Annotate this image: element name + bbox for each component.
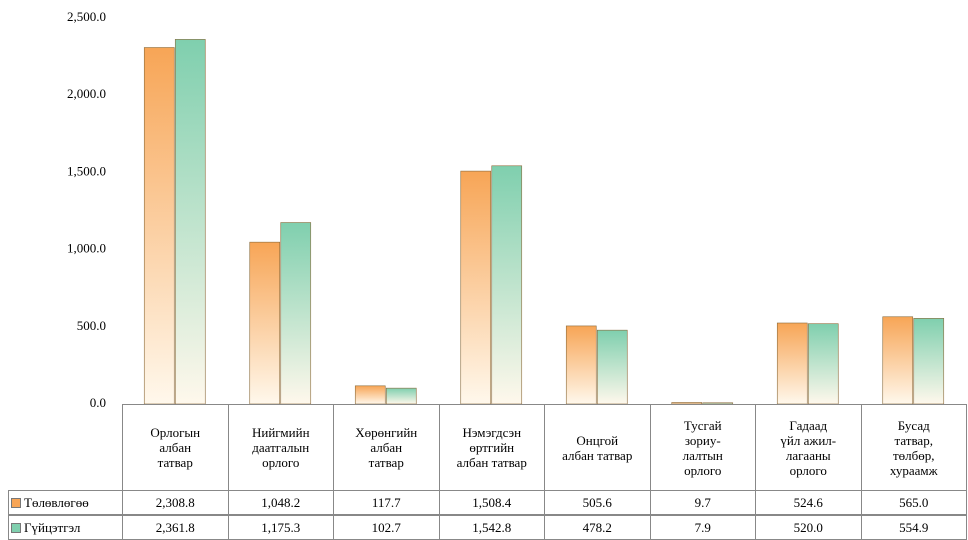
bar [807, 323, 839, 405]
y-tick-label: 1,500.0 [67, 163, 106, 178]
value-label: 9.7 [649, 490, 756, 515]
bar [913, 318, 945, 405]
value-label: 524.6 [755, 490, 862, 515]
value-label: 554.9 [860, 515, 967, 540]
y-tick-label: 2,000.0 [67, 86, 106, 101]
bar [174, 39, 206, 405]
category-label: Гадаад үйл ажил- лагааны орлого [755, 404, 862, 491]
bar [776, 322, 808, 405]
category-label: Бусад татвар, төлбөр, хураамж [860, 404, 967, 491]
category-label: Нэмэгдсэн өртгийн албан татвар [438, 404, 545, 491]
bar [354, 385, 386, 405]
legend-swatch [11, 497, 21, 508]
legend-entry: Төлөвлөгөө [8, 490, 123, 515]
legend-swatch [11, 522, 21, 533]
category-label: Онцгой албан татвар [544, 404, 651, 491]
value-label: 520.0 [755, 515, 862, 540]
legend-label: Гүйцэтгэл [24, 520, 81, 535]
category-label: Хөрөнгийн албан татвар [333, 404, 440, 491]
y-tick-label: 1,000.0 [67, 241, 106, 256]
value-label: 1,542.8 [438, 515, 545, 540]
value-label: 2,308.8 [122, 490, 229, 515]
value-label: 7.9 [649, 515, 756, 540]
bar [565, 325, 597, 405]
y-tick-label: 500.0 [77, 318, 106, 333]
bar [882, 316, 914, 405]
legend-label: Төлөвлөгөө [24, 495, 89, 510]
bar [596, 329, 628, 405]
bar [143, 47, 175, 405]
bar [385, 387, 417, 405]
category-label: Тусгай зориу- лалтын орлого [649, 404, 756, 491]
bar [249, 241, 281, 405]
bar [280, 222, 312, 405]
value-label: 1,508.4 [438, 490, 545, 515]
value-label: 117.7 [333, 490, 440, 515]
category-label: Нийгмийн даатгалын орлого [227, 404, 334, 491]
value-label: 1,175.3 [227, 515, 334, 540]
value-label: 478.2 [544, 515, 651, 540]
legend-entry: Гүйцэтгэл [8, 515, 123, 540]
value-label: 565.0 [860, 490, 967, 515]
value-label: 102.7 [333, 515, 440, 540]
y-tick-label: 0.0 [90, 395, 106, 410]
y-tick-label: 2,500.0 [67, 9, 106, 24]
value-label: 505.6 [544, 490, 651, 515]
bar [491, 165, 523, 405]
value-label: 2,361.8 [122, 515, 229, 540]
bar [460, 170, 492, 405]
category-label: Орлогын албан татвар [122, 404, 229, 491]
bar [671, 402, 703, 405]
value-label: 1,048.2 [227, 490, 334, 515]
